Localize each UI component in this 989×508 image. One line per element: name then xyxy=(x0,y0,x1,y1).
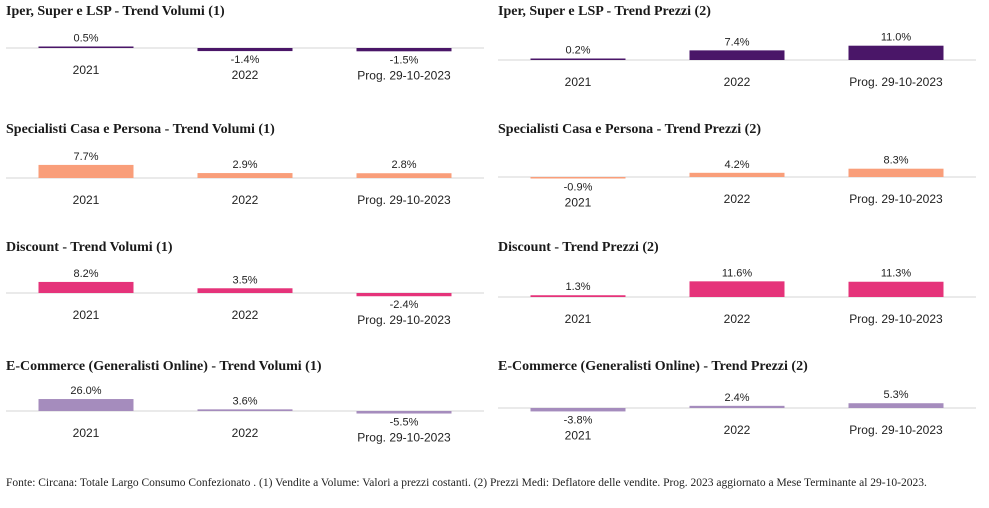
chart-specialisti-volumi: Specialisti Casa e Persona - Trend Volum… xyxy=(0,118,490,236)
category-label: 2022 xyxy=(724,192,751,206)
category-label: Prog. 29-10-2023 xyxy=(849,75,943,89)
bar xyxy=(39,47,134,49)
data-label: 8.3% xyxy=(883,155,908,167)
data-label: -1.4% xyxy=(231,54,260,66)
category-label: Prog. 29-10-2023 xyxy=(849,312,943,326)
data-label: -0.9% xyxy=(564,182,593,194)
bar xyxy=(849,282,944,297)
category-label: 2021 xyxy=(73,308,100,322)
data-label: 26.0% xyxy=(70,385,101,397)
chart-discount-prezzi: Discount - Trend Prezzi (2) 1.3% 2021 11.6… xyxy=(492,236,982,354)
bar-chart-specialisti-volumi: 7.7% 2021 2.9% 2022 2.8% Prog. 29-10-2023 xyxy=(0,118,490,236)
chart-discount-volumi: Discount - Trend Volumi (1) 8.2% 2021 3.5%… xyxy=(0,236,490,354)
category-label: 2022 xyxy=(232,68,259,82)
data-label: -3.8% xyxy=(564,414,593,426)
data-label: -1.5% xyxy=(390,54,419,66)
category-label: Prog. 29-10-2023 xyxy=(849,192,943,206)
data-label: 8.2% xyxy=(73,268,98,280)
bar-chart-iper-volumi: 0.5% 2021 -1.4% 2022 -1.5% Prog. 29-10-2023 xyxy=(0,0,490,118)
category-label: 2021 xyxy=(565,196,592,210)
bar xyxy=(357,411,452,414)
category-label: Prog. 29-10-2023 xyxy=(357,313,451,327)
category-label: 2021 xyxy=(73,63,100,77)
bar xyxy=(849,46,944,60)
category-label: 2021 xyxy=(565,428,592,442)
category-label: Prog. 29-10-2023 xyxy=(357,68,451,82)
category-label: 2022 xyxy=(724,312,751,326)
data-label: 11.0% xyxy=(881,32,912,44)
category-label: 2022 xyxy=(232,308,259,322)
bar-chart-discount-volumi: 8.2% 2021 3.5% 2022 -2.4% Prog. 29-10-2023 xyxy=(0,236,490,354)
chart-iper-prezzi: Iper, Super e LSP - Trend Prezzi (2) 0.2… xyxy=(492,0,982,118)
bar xyxy=(531,295,626,297)
chart-specialisti-prezzi: Specialisti Casa e Persona - Trend Prezz… xyxy=(492,118,982,236)
category-label: 2022 xyxy=(232,426,259,440)
data-label: 3.5% xyxy=(232,274,257,286)
bar-chart-discount-prezzi: 1.3% 2021 11.6% 2022 11.3% Prog. 29-10-2023 xyxy=(492,236,982,354)
category-label: 2021 xyxy=(73,426,100,440)
bar xyxy=(39,165,134,178)
category-label: Prog. 29-10-2023 xyxy=(849,423,943,437)
chart-ecommerce-prezzi: E-Commerce (Generalisti Online) - Trend … xyxy=(492,355,982,473)
data-label: -2.4% xyxy=(390,299,419,311)
bar xyxy=(198,173,293,178)
data-label: 5.3% xyxy=(883,389,908,401)
data-label: 3.6% xyxy=(232,395,257,407)
bar xyxy=(690,173,785,177)
category-label: Prog. 29-10-2023 xyxy=(357,431,451,445)
bar-chart-iper-prezzi: 0.2% 2021 7.4% 2022 11.0% Prog. 29-10-2023 xyxy=(492,0,982,118)
chart-ecommerce-volumi: E-Commerce (Generalisti Online) - Trend … xyxy=(0,355,490,473)
bar xyxy=(849,403,944,408)
data-label: 11.6% xyxy=(722,267,753,279)
category-label: 2022 xyxy=(724,75,751,89)
category-label: 2022 xyxy=(724,423,751,437)
data-label: 0.5% xyxy=(73,33,98,45)
chart-iper-volumi: Iper, Super e LSP - Trend Volumi (1) 0.5… xyxy=(0,0,490,118)
bar-chart-ecommerce-prezzi: -3.8% 2021 2.4% 2022 5.3% Prog. 29-10-2023 xyxy=(492,355,982,473)
bar xyxy=(39,399,134,411)
data-label: 0.2% xyxy=(565,45,590,57)
data-label: 1.3% xyxy=(565,281,590,293)
bar xyxy=(198,288,293,293)
category-label: Prog. 29-10-2023 xyxy=(357,193,451,207)
data-label: 2.4% xyxy=(724,392,749,404)
category-label: 2021 xyxy=(565,312,592,326)
data-label: 11.3% xyxy=(881,268,912,280)
bar xyxy=(531,59,626,61)
bar xyxy=(690,406,785,408)
bar xyxy=(690,50,785,60)
category-label: 2022 xyxy=(232,193,259,207)
data-label: 7.4% xyxy=(724,36,749,48)
source-footnote: Fonte: Circana: Totale Largo Consumo Con… xyxy=(6,477,927,489)
bar xyxy=(357,48,452,51)
bar-chart-ecommerce-volumi: 26.0% 2021 3.6% 2022 -5.5% Prog. 29-10-2023 xyxy=(0,355,490,473)
data-label: 2.9% xyxy=(232,159,257,171)
bar xyxy=(357,173,452,178)
data-label: 7.7% xyxy=(73,151,98,163)
bar xyxy=(39,282,134,293)
bar xyxy=(531,408,626,411)
data-label: -5.5% xyxy=(390,417,419,429)
bar xyxy=(198,409,293,411)
data-label: 4.2% xyxy=(724,159,749,171)
bar xyxy=(690,281,785,297)
bar xyxy=(531,177,626,179)
bar xyxy=(357,293,452,296)
bar-chart-specialisti-prezzi: -0.9% 2021 4.2% 2022 8.3% Prog. 29-10-2023 xyxy=(492,118,982,236)
bar xyxy=(198,48,293,51)
data-label: 2.8% xyxy=(391,159,416,171)
category-label: 2021 xyxy=(73,193,100,207)
bar xyxy=(849,169,944,177)
category-label: 2021 xyxy=(565,75,592,89)
